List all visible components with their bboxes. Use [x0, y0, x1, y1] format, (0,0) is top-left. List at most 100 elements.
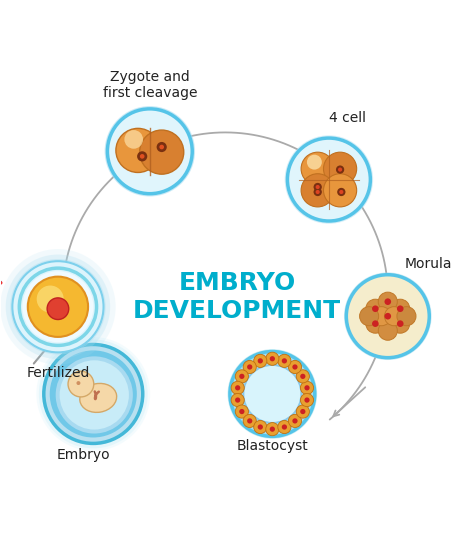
Circle shape — [266, 423, 279, 436]
Circle shape — [270, 356, 275, 361]
Circle shape — [346, 275, 429, 358]
Circle shape — [235, 405, 248, 418]
Circle shape — [304, 398, 310, 403]
Circle shape — [278, 421, 291, 433]
Circle shape — [304, 385, 310, 390]
Circle shape — [235, 398, 240, 403]
Circle shape — [300, 374, 305, 379]
Circle shape — [239, 409, 245, 414]
Circle shape — [68, 371, 94, 397]
Circle shape — [378, 321, 397, 340]
Circle shape — [140, 130, 184, 174]
Circle shape — [323, 152, 356, 185]
Circle shape — [239, 374, 245, 379]
Circle shape — [285, 136, 373, 223]
Circle shape — [384, 307, 403, 326]
Circle shape — [36, 337, 150, 451]
Circle shape — [372, 305, 379, 312]
Circle shape — [296, 370, 310, 383]
Text: Zygote and
first cleavage: Zygote and first cleavage — [102, 70, 197, 100]
Text: Morula: Morula — [404, 257, 452, 271]
Circle shape — [300, 409, 305, 414]
Text: 4 cell: 4 cell — [329, 111, 366, 125]
Circle shape — [247, 418, 252, 423]
Circle shape — [384, 313, 391, 320]
Circle shape — [372, 320, 379, 327]
Circle shape — [301, 393, 314, 407]
Text: EMBRYO
DEVELOPMENT: EMBRYO DEVELOPMENT — [133, 271, 341, 323]
Circle shape — [231, 381, 244, 394]
Circle shape — [39, 340, 148, 448]
Circle shape — [28, 277, 88, 337]
Circle shape — [47, 298, 69, 320]
Circle shape — [235, 385, 240, 390]
Circle shape — [316, 190, 320, 194]
Ellipse shape — [0, 279, 1, 285]
Circle shape — [140, 154, 145, 159]
Circle shape — [258, 358, 263, 364]
Circle shape — [12, 261, 103, 353]
Circle shape — [76, 381, 81, 385]
Circle shape — [287, 138, 370, 221]
Circle shape — [301, 174, 334, 207]
Circle shape — [230, 351, 315, 436]
Circle shape — [313, 183, 322, 191]
Circle shape — [378, 307, 397, 326]
Circle shape — [397, 320, 403, 327]
Circle shape — [116, 128, 160, 173]
Circle shape — [254, 421, 267, 433]
Circle shape — [258, 424, 263, 429]
Text: Embryo: Embryo — [57, 448, 110, 462]
Circle shape — [105, 107, 194, 196]
Text: Blastocyst: Blastocyst — [237, 439, 308, 453]
Circle shape — [282, 424, 287, 429]
Circle shape — [307, 155, 322, 169]
Circle shape — [391, 314, 410, 333]
Circle shape — [313, 188, 322, 196]
Circle shape — [378, 292, 397, 311]
Circle shape — [228, 350, 317, 438]
Circle shape — [301, 381, 314, 394]
Circle shape — [243, 414, 256, 427]
Circle shape — [292, 364, 298, 370]
Circle shape — [244, 365, 301, 423]
Circle shape — [124, 130, 143, 149]
Circle shape — [323, 174, 356, 207]
Circle shape — [108, 109, 192, 194]
Circle shape — [296, 405, 310, 418]
Circle shape — [366, 299, 385, 318]
Circle shape — [339, 190, 343, 194]
Circle shape — [336, 165, 344, 174]
Circle shape — [278, 354, 291, 368]
Circle shape — [338, 168, 342, 172]
Circle shape — [270, 427, 275, 432]
Circle shape — [345, 273, 431, 359]
Circle shape — [301, 152, 334, 185]
Circle shape — [247, 364, 252, 370]
Circle shape — [337, 188, 346, 196]
Circle shape — [266, 352, 279, 365]
Circle shape — [231, 393, 244, 407]
Circle shape — [36, 286, 64, 312]
Circle shape — [159, 145, 164, 149]
Circle shape — [292, 418, 298, 423]
Circle shape — [60, 360, 129, 429]
Circle shape — [44, 344, 143, 443]
Circle shape — [288, 360, 301, 374]
Circle shape — [391, 299, 410, 318]
Ellipse shape — [80, 383, 117, 412]
Ellipse shape — [80, 385, 89, 395]
Circle shape — [397, 307, 416, 326]
Circle shape — [243, 360, 256, 374]
Circle shape — [384, 299, 391, 305]
Circle shape — [397, 305, 403, 312]
Circle shape — [235, 370, 248, 383]
Circle shape — [55, 356, 133, 433]
Circle shape — [288, 414, 301, 427]
Circle shape — [137, 152, 147, 162]
Circle shape — [372, 307, 391, 326]
Circle shape — [360, 307, 379, 326]
Circle shape — [156, 142, 167, 152]
Circle shape — [50, 350, 137, 437]
Circle shape — [282, 358, 287, 364]
